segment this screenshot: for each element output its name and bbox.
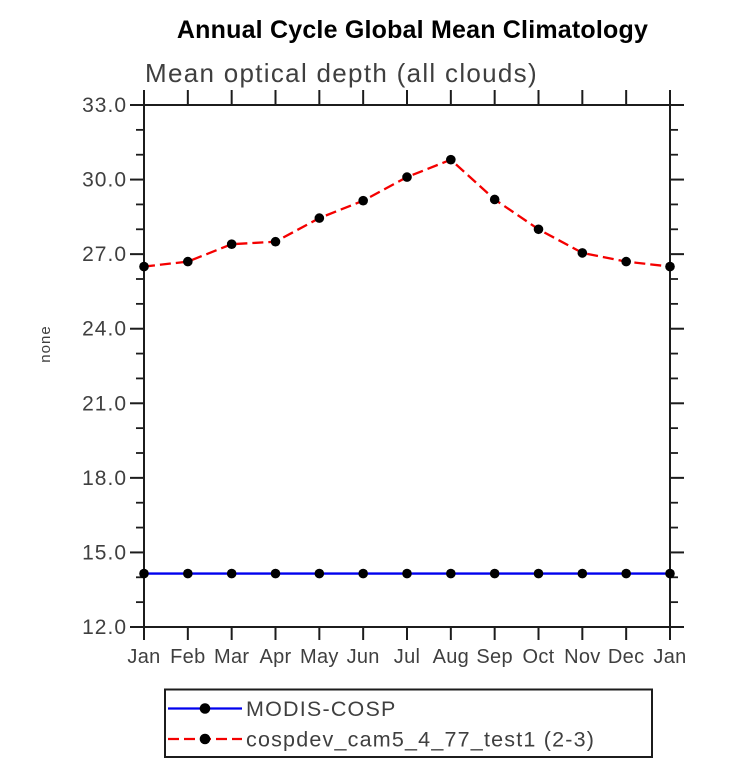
data-point-marker [139,261,149,272]
x-axis-tick-label: Mar [214,646,249,668]
data-point-marker [533,224,544,235]
data-point-marker [621,568,631,579]
data-point-marker [358,568,368,579]
x-axis-tick-label: Sep [476,646,513,668]
data-point-marker [183,256,193,267]
data-point-marker [270,236,281,247]
data-point-marker [402,172,412,182]
plot-border [143,104,671,628]
data-point-marker [489,568,500,579]
chart-subtitle: Mean optical depth (all clouds) [145,58,538,88]
data-point-marker [533,568,544,579]
legend-entry-label-0: MODIS-COSP [246,697,397,721]
y-axis-tick-label: 12.0 [82,616,127,639]
data-point-marker [577,568,588,579]
x-axis-tick-label: Dec [608,646,644,668]
chart-title: Annual Cycle Global Mean Climatology [176,16,649,44]
data-point-marker [446,568,456,579]
data-point-marker [402,568,412,579]
y-axis-tick-label: 27.0 [82,243,127,266]
data-point-marker [139,568,149,579]
x-axis-tick-label: Nov [564,646,600,668]
data-point-marker [446,154,456,165]
x-axis-tick-label: Apr [259,646,291,668]
data-point-marker [226,568,237,579]
y-axis-tick-label: 18.0 [82,467,127,490]
x-axis-tick-label: May [300,646,339,668]
x-axis-tick-label: Oct [522,646,554,668]
y-axis-tick-label: 24.0 [82,318,127,341]
data-point-marker [577,248,588,258]
legend-entry-marker-0 [199,703,211,714]
data-point-marker [665,568,675,579]
legend-box [164,688,653,758]
legend-entry-marker-1 [199,733,211,745]
data-point-marker [489,194,500,205]
data-point-marker [665,261,675,272]
data-point-marker [314,568,325,579]
y-axis-title: none [37,325,54,362]
x-axis-tick-label: Aug [433,646,470,668]
x-axis-tick-label: Jan [653,646,686,668]
x-axis-tick-label: Jul [394,646,420,668]
x-axis-tick-label: Jun [347,646,380,668]
data-point-marker [226,239,237,249]
x-axis-tick-label: Feb [170,646,205,668]
data-point-marker [183,568,193,579]
y-axis-tick-label: 21.0 [82,392,127,415]
data-point-marker [270,568,281,579]
data-point-marker [358,195,368,206]
y-axis-tick-label: 33.0 [82,94,127,117]
data-point-marker [621,256,631,267]
legend-entry-label-1: cospdev_cam5_4_77_test1 (2-3) [246,728,595,752]
y-axis-tick-label: 30.0 [82,169,127,192]
x-axis-tick-label: Jan [127,646,160,668]
y-axis-tick-label: 15.0 [82,541,127,564]
data-point-marker [314,213,325,223]
